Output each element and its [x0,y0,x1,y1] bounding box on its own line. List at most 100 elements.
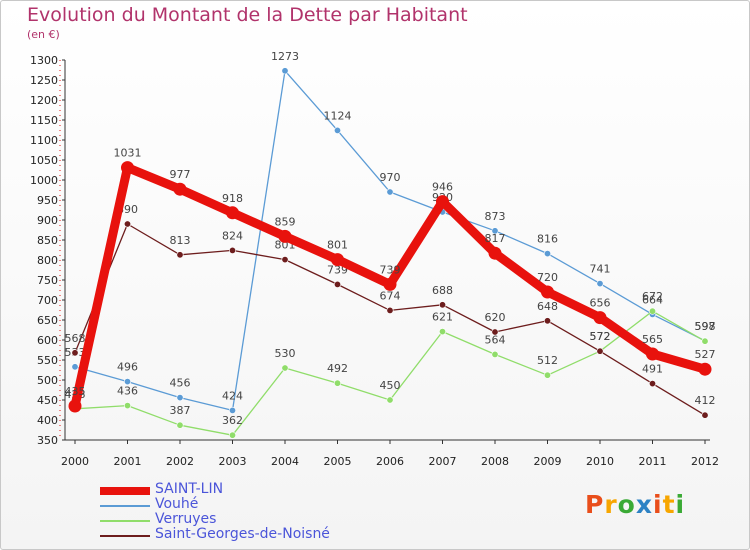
point-verruyes [491,350,499,358]
x-tick-label: 2000 [61,455,89,468]
point-saint-lin [68,399,82,413]
legend-swatch-vouhe [100,505,150,507]
point-saint-georges-de-noisne [438,301,446,309]
y-tick-label: 1250 [30,74,58,87]
y-tick-label: 700 [37,294,58,307]
data-label-vouhe: 1273 [271,50,299,63]
x-tick-label: 2006 [376,455,404,468]
point-saint-lin [541,285,554,299]
x-tick-label: 2005 [324,455,352,468]
data-label-verruyes: 387 [170,404,191,417]
data-label-saint-lin: 720 [537,271,558,284]
data-label-vouhe: 424 [222,389,243,402]
data-label-saint-georges-de-noisne: 568 [65,332,86,345]
logo-letter: o [617,490,636,519]
legend-label-saint-georges: Saint-Georges-de-Noisné [155,526,330,542]
point-saint-lin [173,182,187,196]
data-label-verruyes: 492 [327,362,348,375]
y-tick-label: 1300 [30,54,58,67]
point-verruyes [648,307,656,315]
point-saint-georges-de-noisne [176,251,184,259]
point-verruyes [124,402,132,410]
data-label-vouhe: 598 [695,320,716,333]
data-label-verruyes: 672 [642,290,663,303]
point-vouhe [281,67,289,75]
logo-letter: i [675,490,686,519]
data-label-verruyes: 512 [537,354,558,367]
logo-letter: t [662,490,676,519]
y-tick-label: 1200 [30,94,58,107]
point-saint-lin [121,161,134,175]
data-label-saint-georges-de-noisne: 491 [642,363,663,376]
point-saint-lin [383,277,397,291]
legend-label-verruyes: Verruyes [155,511,217,527]
data-label-vouhe: 1124 [324,109,352,122]
point-saint-georges-de-noisne [543,317,551,325]
logo-letter: r [604,490,618,519]
logo-letter: P [585,490,605,519]
point-saint-georges-de-noisne [281,256,289,264]
point-saint-lin [698,362,712,376]
x-tick-label: 2001 [114,455,142,468]
data-label-vouhe: 970 [380,171,401,184]
point-saint-georges-de-noisne [648,380,656,388]
x-tick-label: 2009 [534,455,562,468]
y-tick-label: 1050 [30,154,58,167]
point-vouhe [491,227,499,235]
data-label-saint-lin: 859 [275,215,296,228]
x-tick-label: 2002 [166,455,194,468]
point-saint-lin [278,229,292,243]
data-label-verruyes: 530 [275,347,296,360]
data-label-saint-lin: 527 [695,348,716,361]
data-label-saint-georges-de-noisne: 813 [170,234,191,247]
point-saint-georges-de-noisne [124,220,132,228]
point-vouhe [543,250,551,258]
point-verruyes [176,421,184,429]
legend-swatch-saint-georges [100,535,150,537]
y-tick-label: 1100 [30,134,58,147]
chart-title: Evolution du Montant de la Dette par Hab… [27,4,468,26]
point-verruyes [701,337,709,345]
y-tick-label: 400 [37,414,58,427]
point-saint-lin [436,195,449,209]
logo-letter: x [635,490,653,519]
point-vouhe [386,188,394,196]
data-label-vouhe: 456 [170,377,191,390]
point-saint-georges-de-noisne [491,328,499,336]
y-tick-label: 650 [37,314,58,327]
data-label-saint-lin: 817 [485,232,506,245]
y-tick-label: 600 [37,334,58,347]
point-saint-georges-de-noisne [386,306,394,314]
point-vouhe [176,394,184,402]
point-verruyes [333,379,341,387]
data-label-verruyes: 436 [117,385,138,398]
y-tick-label: 500 [37,374,58,387]
data-label-saint-lin: 435 [65,385,86,398]
y-tick-label: 1150 [30,114,58,127]
point-verruyes [438,328,446,336]
y-tick-label: 450 [37,394,58,407]
y-tick-label: 550 [37,354,58,367]
point-saint-georges-de-noisne [701,411,709,419]
data-label-verruyes: 564 [485,333,506,346]
x-tick-label: 2004 [271,455,299,468]
data-label-vouhe: 816 [537,233,558,246]
chart-subtitle: (en €) [27,28,60,41]
proxiti-logo: Proxiti [585,490,685,519]
data-label-saint-lin: 977 [170,168,191,181]
data-label-saint-georges-de-noisne: 412 [695,394,716,407]
x-tick-label: 2011 [639,455,667,468]
legend-label-vouhe: Vouhé [155,496,199,512]
data-label-vouhe: 741 [590,263,611,276]
point-vouhe [333,126,341,134]
data-label-verruyes: 572 [590,330,611,343]
data-label-verruyes: 621 [432,311,453,324]
point-saint-georges-de-noisne [596,347,604,355]
y-tick-label: 900 [37,214,58,227]
data-label-verruyes: 597 [695,320,716,333]
y-tick-label: 750 [37,274,58,287]
logo-letter: i [653,490,663,519]
x-tick-label: 2010 [586,455,614,468]
legend-swatch-saint-lin [100,487,150,495]
